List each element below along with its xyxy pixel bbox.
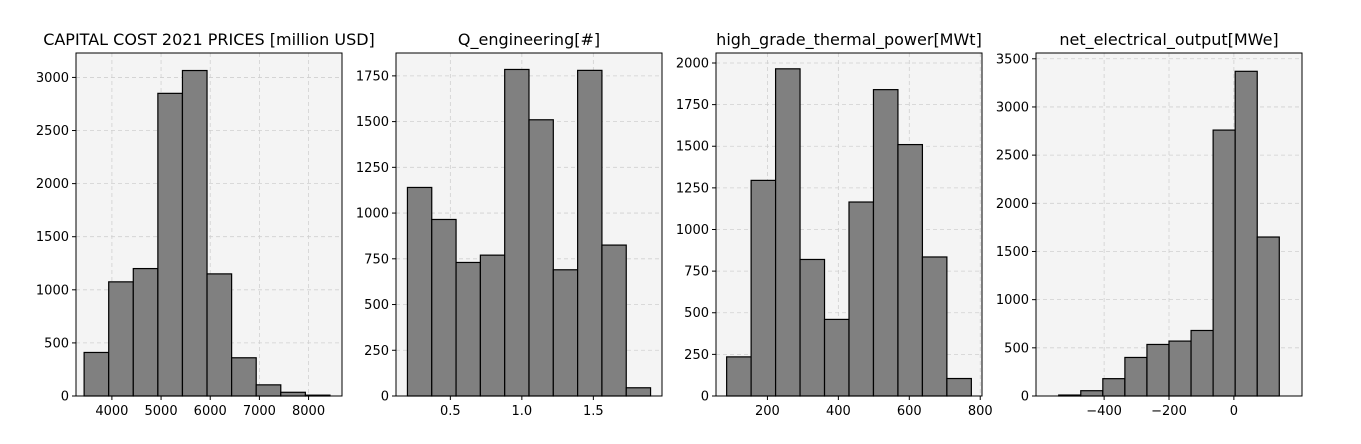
histogram-bar [280, 391, 306, 397]
histogram-panel-high-grade-thermal-power: high_grade_thermal_power[MWt] 200 400 600 8… [676, 30, 993, 419]
y-tick-label: 1250 [356, 161, 389, 176]
y-tick-label: 500 [364, 298, 389, 313]
y-tick-label: 1250 [676, 181, 709, 196]
histogram-bar [774, 68, 801, 397]
histogram-bar [108, 281, 134, 397]
x-tick-label: −200 [1151, 404, 1187, 419]
y-tick-label: 0 [1021, 390, 1029, 405]
histogram-bar [528, 119, 554, 397]
histogram-bar [799, 258, 826, 397]
axes-frame [395, 52, 663, 397]
chart-title: CAPITAL COST 2021 PRICES [million USD] [43, 30, 375, 49]
histogram-bar [872, 89, 899, 397]
histogram-bar [206, 273, 233, 397]
histogram-bar [601, 244, 627, 397]
axes-frame [715, 52, 983, 397]
y-tick-label: 1750 [676, 98, 709, 113]
x-tick-label: 4000 [95, 404, 128, 419]
y-tick-label: 1000 [996, 293, 1029, 308]
y-tick-label: 1500 [996, 245, 1029, 260]
histogram-bar [255, 384, 282, 397]
y-tick-label: 750 [364, 252, 389, 267]
y-tick-label: 3000 [996, 100, 1029, 115]
x-tick-label: 5000 [145, 404, 178, 419]
y-tick-label: 0 [701, 390, 709, 405]
histogram-bar [181, 69, 208, 397]
x-tick-label: −400 [1086, 404, 1122, 419]
y-tick-label: 750 [684, 265, 709, 280]
y-tick-label: 1750 [356, 69, 389, 84]
x-tick-label: 8000 [292, 404, 325, 419]
histogram-bar [406, 186, 433, 397]
y-tick-label: 250 [684, 348, 709, 363]
histogram-bar [157, 92, 184, 397]
histogram-bar [1080, 390, 1104, 397]
y-tick-label: 500 [1004, 341, 1029, 356]
histogram-panel-capital-cost: CAPITAL COST 2021 PRICES [million USD] 4… [36, 30, 375, 419]
y-tick-label: 2500 [36, 124, 69, 139]
y-tick-label: 3000 [36, 71, 69, 86]
histogram-bar [823, 318, 850, 397]
histogram-bar [1190, 329, 1214, 397]
histogram-bar [897, 143, 924, 397]
histogram-panel-net-electrical-output: net_electrical_output[MWe] −400 −200 0 0 500… [996, 30, 1303, 419]
y-tick-label: 2500 [996, 149, 1029, 164]
histogram-bar [1256, 236, 1280, 397]
y-tick-label: 1000 [356, 207, 389, 222]
histogram-bar [132, 267, 159, 397]
y-tick-label: 2000 [36, 177, 69, 192]
y-tick-label: 250 [364, 344, 389, 359]
histogram-bar [726, 356, 752, 397]
y-tick-label: 1000 [676, 223, 709, 238]
histogram-bar [921, 256, 948, 397]
x-tick-label: 800 [968, 404, 993, 419]
x-tick-label: 0 [1230, 404, 1238, 419]
histogram-bar [455, 261, 481, 397]
y-tick-label: 1000 [36, 283, 69, 298]
y-tick-label: 3500 [996, 52, 1029, 67]
histogram-bar [1102, 378, 1126, 397]
histogram-bar [552, 269, 579, 397]
y-tick-label: 1500 [676, 140, 709, 155]
axes-frame [75, 52, 343, 397]
histogram-panel-q-engineering: Q_engineering[#] 0.5 1.0 1.5 0 250 500 750 1000… [356, 30, 663, 419]
x-tick-label: 6000 [194, 404, 227, 419]
x-tick-label: 1.0 [512, 404, 533, 419]
x-tick-label: 7000 [243, 404, 276, 419]
y-tick-label: 500 [684, 306, 709, 321]
y-tick-label: 500 [44, 336, 69, 351]
x-tick-label: 200 [755, 404, 780, 419]
y-tick-label: 2000 [676, 56, 709, 71]
y-tick-label: 0 [61, 390, 69, 405]
y-tick-label: 1500 [356, 115, 389, 130]
x-tick-label: 0.5 [440, 404, 461, 419]
histogram-bar [231, 357, 257, 397]
x-tick-label: 600 [897, 404, 922, 419]
histogram-bar [946, 377, 972, 397]
chart-title: net_electrical_output[MWe] [1059, 30, 1278, 50]
histogram-bar [83, 351, 110, 397]
histogram-bar [1234, 70, 1258, 397]
chart-title: high_grade_thermal_power[MWt] [716, 30, 982, 50]
histogram-bar [848, 201, 875, 397]
histogram-bar [750, 179, 777, 397]
histogram-bar [1146, 343, 1170, 397]
histogram-bar [504, 68, 530, 397]
chart-title: Q_engineering[#] [458, 30, 600, 50]
histogram-bar [1212, 129, 1236, 397]
y-tick-label: 1500 [36, 230, 69, 245]
histogram-bar [577, 69, 603, 397]
histogram-bar [625, 387, 652, 397]
y-tick-label: 2000 [996, 197, 1029, 212]
histogram-bar [1124, 356, 1148, 397]
histogram-bar [479, 254, 506, 397]
histogram-bar [1168, 340, 1192, 397]
x-tick-label: 1.5 [583, 404, 604, 419]
x-tick-label: 400 [826, 404, 851, 419]
histogram-bar [431, 218, 457, 397]
y-tick-label: 0 [381, 390, 389, 405]
